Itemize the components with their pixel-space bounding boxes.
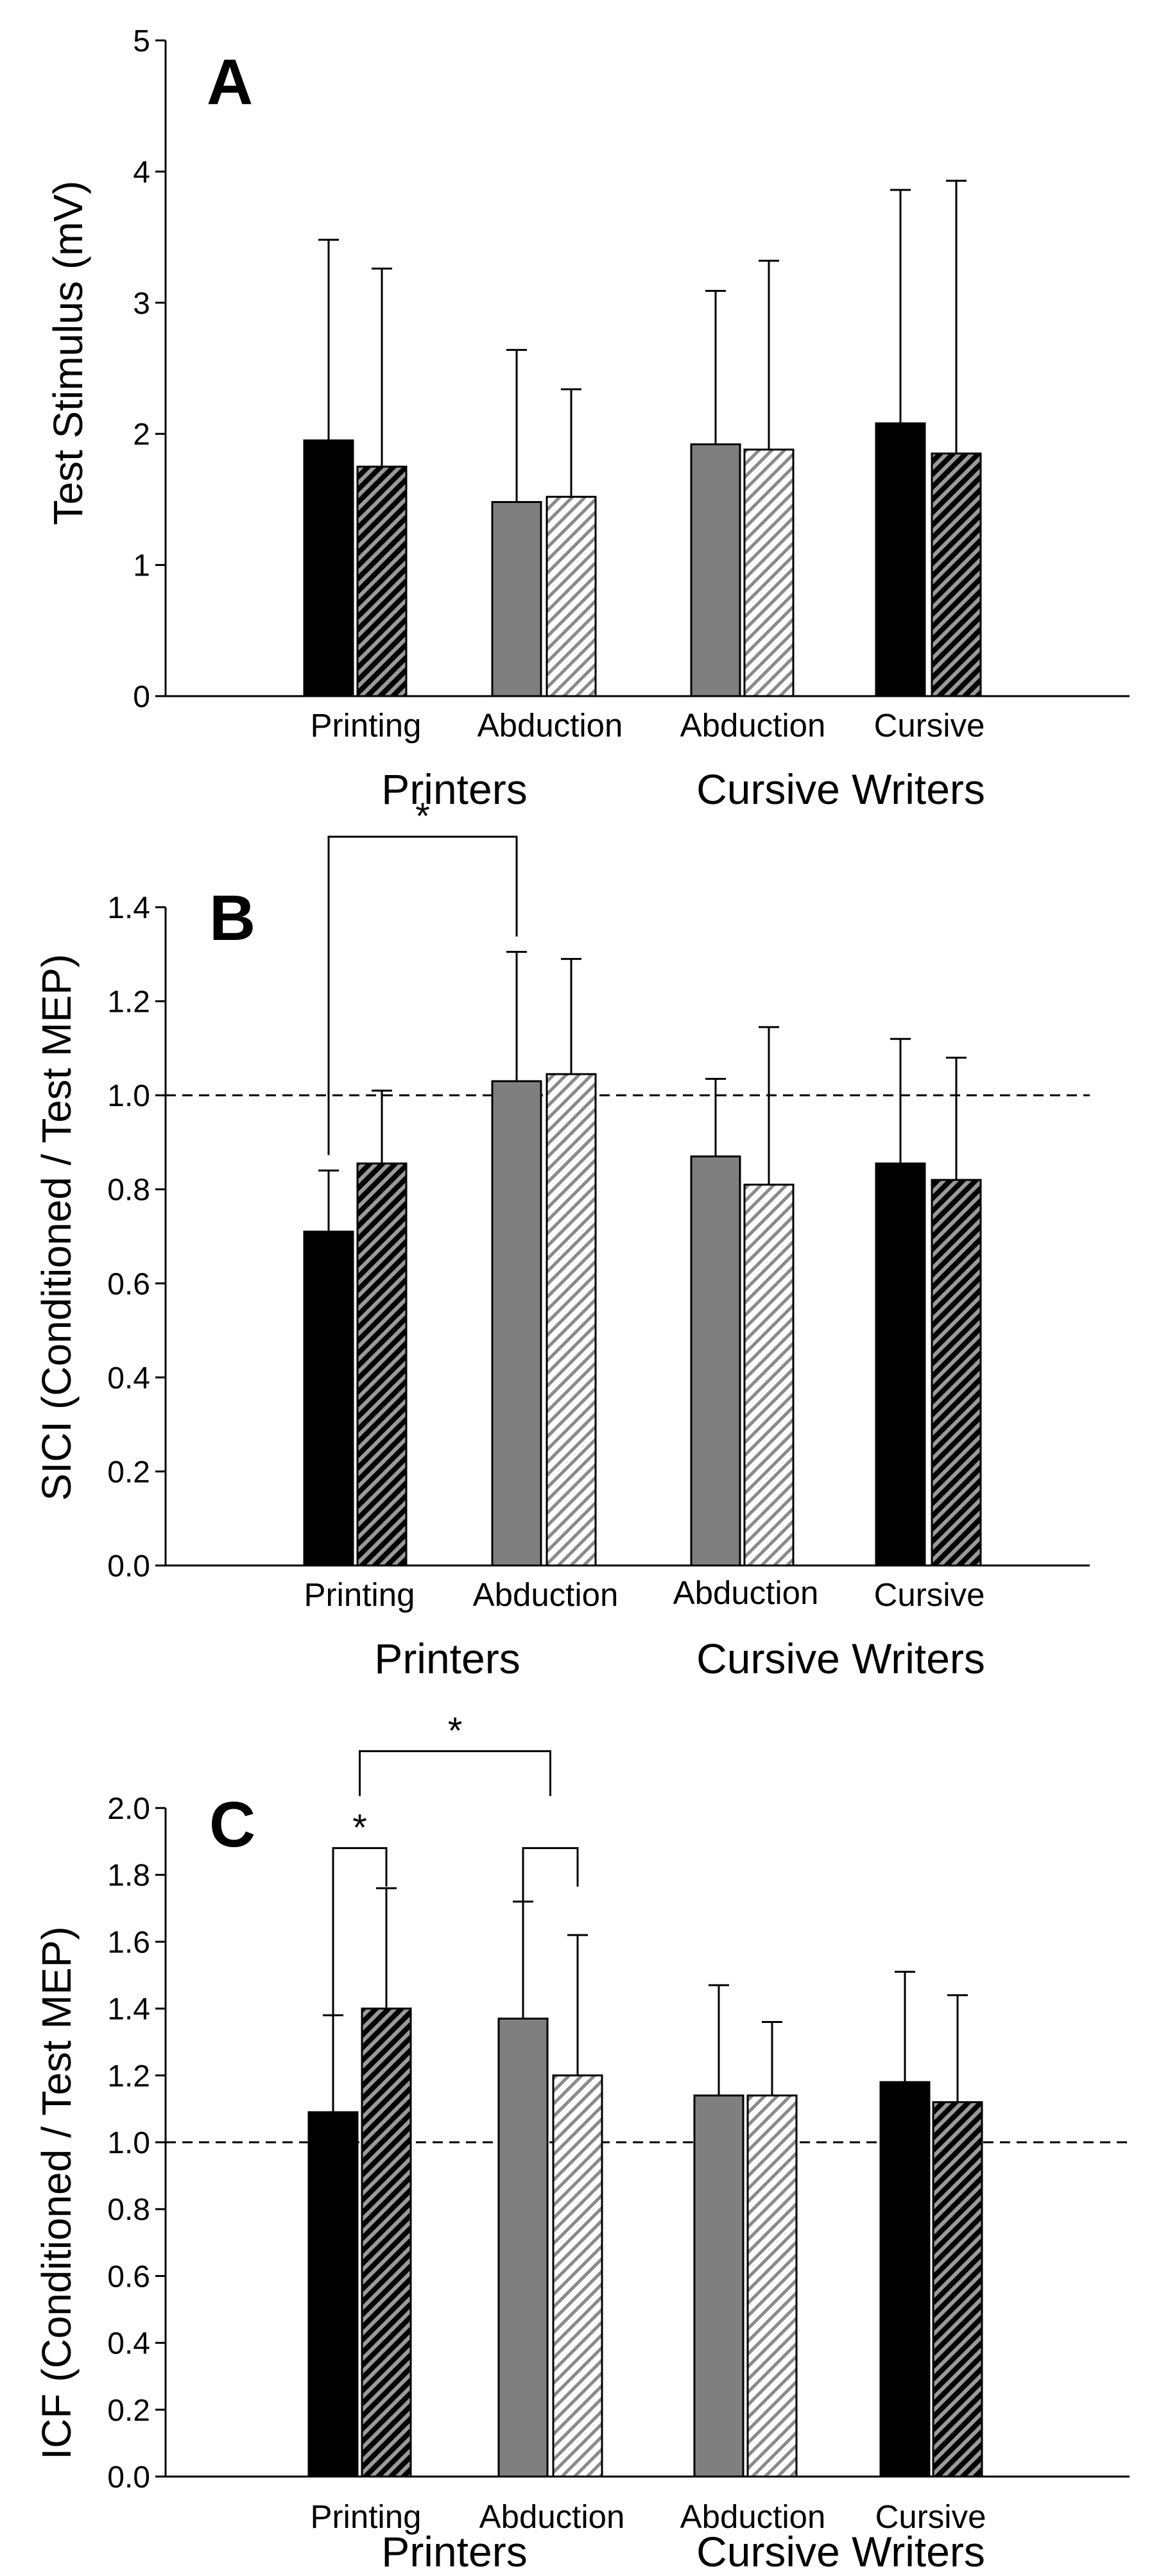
panel-a-bar [546, 495, 597, 697]
panel-c-category-label: Cursive [875, 2498, 986, 2535]
panel-b-y-tick-label: 0.2 [107, 1455, 150, 1489]
panel-a-y-axis-label: Test Stimulus (mV) [45, 181, 91, 525]
panel-c-category-label: Abduction [479, 2498, 625, 2535]
panel-a-category-label: Cursive [874, 707, 985, 744]
panel-b-bar [491, 1080, 542, 1567]
panel-b-y-tick-label: 0.0 [107, 1549, 150, 1583]
panel-b-plot: 0.0 0.2 0.4 0.6 0.8 1.0 1.2 1.4 * [107, 796, 1090, 1583]
panel-c-significance-star: * [448, 1710, 463, 1752]
panel-b-y-axis-label: SICI (Conditioned / Test MEP) [33, 954, 80, 1501]
panel-b-y-tick-label: 1.4 [107, 891, 150, 925]
panel-b-category-label: Abduction [473, 1576, 619, 1613]
panel-c-y-tick-label: 1.4 [107, 1993, 150, 2027]
panel-c-letter: C [209, 1789, 255, 1861]
panel-c-y-tick-label: 1.8 [107, 1859, 150, 1893]
panel-a-y-tick-label: 4 [133, 155, 150, 189]
panel-a-letter: A [207, 46, 253, 118]
panel-c-plot: 0.0 0.2 0.4 0.6 0.8 1.0 1.2 1.4 1.6 1.8 2.0 * * [107, 1710, 1130, 2495]
panel-b-group-label: Printers [374, 1635, 520, 1682]
panel-a-plot: 0 1 2 3 4 5 [133, 24, 1130, 714]
panel-c-y-tick-label: 0.6 [107, 2260, 150, 2294]
panel-a-bar [875, 422, 926, 697]
panel-a-y-tick-label: 1 [133, 549, 150, 583]
panel-c-y-tick-label: 0.0 [107, 2461, 150, 2495]
panel-c-significance-bracket [332, 1847, 388, 2035]
panel-b-letter: B [209, 882, 255, 954]
panel-c-bar [307, 2111, 359, 2478]
panel-b-bar [303, 1231, 354, 1567]
panel-b-y-tick-label: 1.0 [107, 1079, 150, 1113]
panel-a-category-label: Abduction [477, 707, 623, 744]
panel-b-y-tick-label: 0.4 [107, 1361, 150, 1395]
panel-c-group-label: Printers [381, 2528, 527, 2575]
panel-b-y-tick-label: 0.6 [107, 1267, 150, 1301]
panel-a-y-tick-label: 3 [133, 287, 150, 321]
panel-a-group-label: Cursive Writers [696, 765, 985, 813]
panel-b-category-label: Cursive [874, 1576, 985, 1613]
panel-c-y-tick-label: 1.6 [107, 1925, 150, 1959]
panel-a-bar [931, 452, 982, 697]
panel-b-significance-bracket [327, 835, 518, 1156]
panel-c-category-label: Printing [311, 2498, 422, 2535]
panel-c-bar [879, 2081, 931, 2478]
panel-c-bar [693, 2094, 744, 2478]
panel-c-bar [932, 2101, 983, 2478]
panel-a: A Test Stimulus (mV) 0 1 2 3 4 5 Printing Abd… [45, 24, 1130, 813]
panel-b-y-tick-label: 0.8 [107, 1173, 150, 1207]
panel-c-significance-bracket [522, 1847, 579, 1921]
panel-a-y-tick-label: 2 [133, 418, 150, 452]
panel-a-bar [491, 500, 542, 697]
panel-a-y-tick-label: 5 [133, 24, 150, 58]
panel-c-bar [746, 2094, 798, 2478]
panel-a-y-tick-label: 0 [133, 680, 150, 714]
panel-c-category-label: Abduction [680, 2498, 826, 2535]
panel-a-bar [743, 448, 795, 697]
panel-b-bar [743, 1183, 795, 1567]
panel-c-significance-star: * [352, 1807, 367, 1849]
panel-b-bar [875, 1162, 926, 1567]
panel-a-bar [356, 465, 408, 697]
panel-c-y-tick-label: 1.0 [107, 2126, 150, 2160]
panel-c-bar [552, 2074, 603, 2478]
panel-b-category-label: Printing [304, 1576, 415, 1613]
panel-b: B SICI (Conditioned / Test MEP) 0.00.20.… [33, 796, 1090, 1682]
panel-a-category-label: Abduction [680, 707, 826, 744]
panel-c-y-tick-label: 0.2 [107, 2394, 150, 2428]
panel-c-y-tick-label: 0.8 [107, 2193, 150, 2227]
panel-c-y-tick-label: 1.2 [107, 2060, 150, 2094]
panel-c: C ICF (Conditioned / Test MEP) 0.0 0.2 0.4… [33, 1710, 1130, 2575]
panel-c-bar [361, 2008, 412, 2478]
panel-b-bar [356, 1162, 408, 1567]
panel-c-bar [497, 2017, 549, 2478]
panel-b-bar [931, 1179, 982, 1567]
panel-c-significance-bracket [359, 1750, 551, 1796]
panel-b-category-label: Abduction [673, 1574, 819, 1611]
panel-b-group-label: Cursive Writers [696, 1635, 985, 1682]
panel-c-y-tick-label: 0.4 [107, 2327, 150, 2361]
panel-c-y-tick-label: 2.0 [107, 1792, 150, 1826]
panel-a-bar [690, 443, 741, 697]
panel-a-group-label: Printers [381, 765, 527, 813]
panel-c-y-axis-label: ICF (Conditioned / Test MEP) [33, 1926, 80, 2459]
panel-c-group-label: Cursive Writers [696, 2528, 985, 2575]
panel-a-category-label: Printing [311, 707, 422, 744]
panel-b-bar [690, 1155, 741, 1567]
panel-a-bar [303, 439, 354, 697]
panel-b-y-tick-label: 1.2 [107, 985, 150, 1019]
panel-b-bar [546, 1073, 597, 1567]
panel-b-significance-star: * [415, 796, 430, 837]
